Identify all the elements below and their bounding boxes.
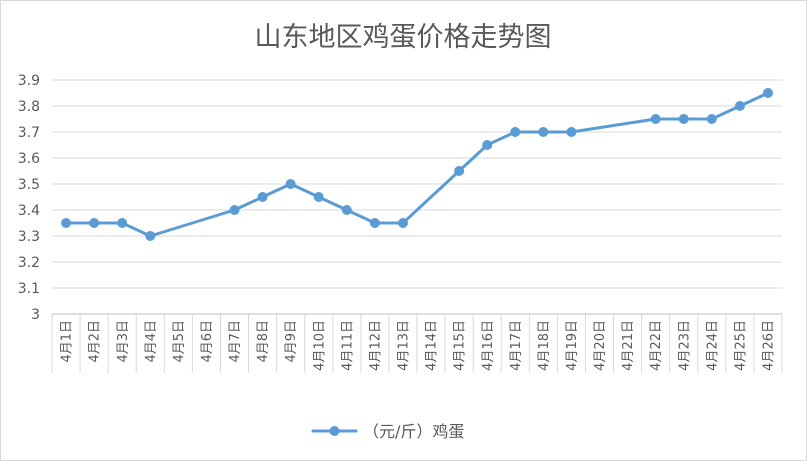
data-point-10 bbox=[313, 192, 324, 202]
y-tick-label-3.4: 3.4 bbox=[18, 203, 40, 219]
data-point-23 bbox=[678, 114, 689, 124]
data-point-15 bbox=[454, 166, 465, 176]
y-tick-label-3.2: 3.2 bbox=[18, 255, 40, 271]
data-point-11 bbox=[341, 205, 352, 215]
data-point-1 bbox=[61, 218, 72, 228]
x-tick-label-14: 4月14日 bbox=[425, 320, 440, 371]
y-tick-label-3.5: 3.5 bbox=[18, 177, 40, 193]
x-tick-label-13: 4月13日 bbox=[397, 320, 412, 371]
series-eggs bbox=[61, 88, 773, 241]
x-tick-label-24: 4月24日 bbox=[705, 320, 720, 371]
x-tick-label-15: 4月15日 bbox=[453, 320, 468, 371]
data-point-25 bbox=[734, 101, 745, 111]
x-tick-label-3: 4月3日 bbox=[116, 320, 131, 363]
x-tick-label-1: 4月1日 bbox=[60, 320, 75, 363]
data-point-16 bbox=[482, 140, 493, 150]
x-tick-label-11: 4月11日 bbox=[340, 320, 355, 371]
y-axis-tick-labels: 3 3.1 3.2 3.3 3.4 3.5 3.6 3.7 3.8 3.9 bbox=[18, 73, 40, 323]
x-tick-label-23: 4月23日 bbox=[677, 320, 692, 371]
data-point-8 bbox=[257, 192, 268, 202]
x-tick-label-12: 4月12日 bbox=[368, 320, 383, 371]
data-point-17 bbox=[510, 127, 521, 137]
x-tick-label-20: 4月20日 bbox=[593, 320, 608, 371]
x-tick-label-19: 4月19日 bbox=[565, 320, 580, 371]
data-point-4 bbox=[145, 231, 156, 241]
y-tick-label-3.8: 3.8 bbox=[18, 99, 40, 115]
y-tick-label-3.3: 3.3 bbox=[18, 229, 40, 245]
data-point-26 bbox=[762, 88, 773, 98]
x-tick-label-10: 4月10日 bbox=[312, 320, 327, 371]
y-tick-label-3: 3 bbox=[31, 307, 40, 323]
data-point-22 bbox=[650, 114, 661, 124]
data-point-13 bbox=[397, 218, 408, 228]
x-tick-label-2: 4月2日 bbox=[88, 320, 103, 363]
x-tick-label-7: 4月7日 bbox=[228, 320, 243, 363]
data-point-9 bbox=[285, 179, 296, 189]
y-tick-label-3.9: 3.9 bbox=[18, 73, 40, 89]
legend-label: （元/斤）鸡蛋 bbox=[363, 422, 464, 441]
data-point-18 bbox=[538, 127, 549, 137]
x-tick-label-8: 4月8日 bbox=[256, 320, 271, 363]
chart-title: 山东地区鸡蛋价格走势图 bbox=[255, 22, 552, 53]
x-axis-tick-labels: 4月1日 4月2日 4月3日 4月4日 4月5日 4月6日 4月7日 4月8日 4月9日 4月10… bbox=[60, 320, 777, 371]
x-tick-label-5: 4月5日 bbox=[172, 320, 187, 363]
x-tick-label-4: 4月4日 bbox=[144, 320, 159, 363]
x-tick-label-25: 4月25日 bbox=[733, 320, 748, 371]
horizontal-gridlines bbox=[52, 79, 782, 289]
x-tick-label-18: 4月18日 bbox=[537, 320, 552, 371]
y-tick-label-3.6: 3.6 bbox=[18, 151, 40, 167]
data-point-24 bbox=[706, 114, 717, 124]
data-point-2 bbox=[89, 218, 100, 228]
legend: （元/斤）鸡蛋 bbox=[311, 422, 464, 441]
x-tick-label-22: 4月22日 bbox=[649, 320, 664, 371]
x-tick-label-16: 4月16日 bbox=[481, 320, 496, 371]
x-tick-label-6: 4月6日 bbox=[200, 320, 215, 363]
legend-marker bbox=[329, 426, 340, 436]
x-tick-label-21: 4月21日 bbox=[621, 320, 636, 371]
x-tick-label-9: 4月9日 bbox=[284, 320, 299, 363]
data-point-19 bbox=[566, 127, 577, 137]
y-tick-label-3.7: 3.7 bbox=[18, 125, 40, 141]
x-axis-category-dividers bbox=[51, 314, 783, 373]
data-point-7 bbox=[229, 205, 240, 215]
x-tick-label-26: 4月26日 bbox=[762, 320, 777, 371]
data-point-12 bbox=[369, 218, 380, 228]
x-tick-label-17: 4月17日 bbox=[509, 320, 524, 371]
data-point-3 bbox=[117, 218, 128, 228]
y-tick-label-3.1: 3.1 bbox=[18, 281, 40, 297]
